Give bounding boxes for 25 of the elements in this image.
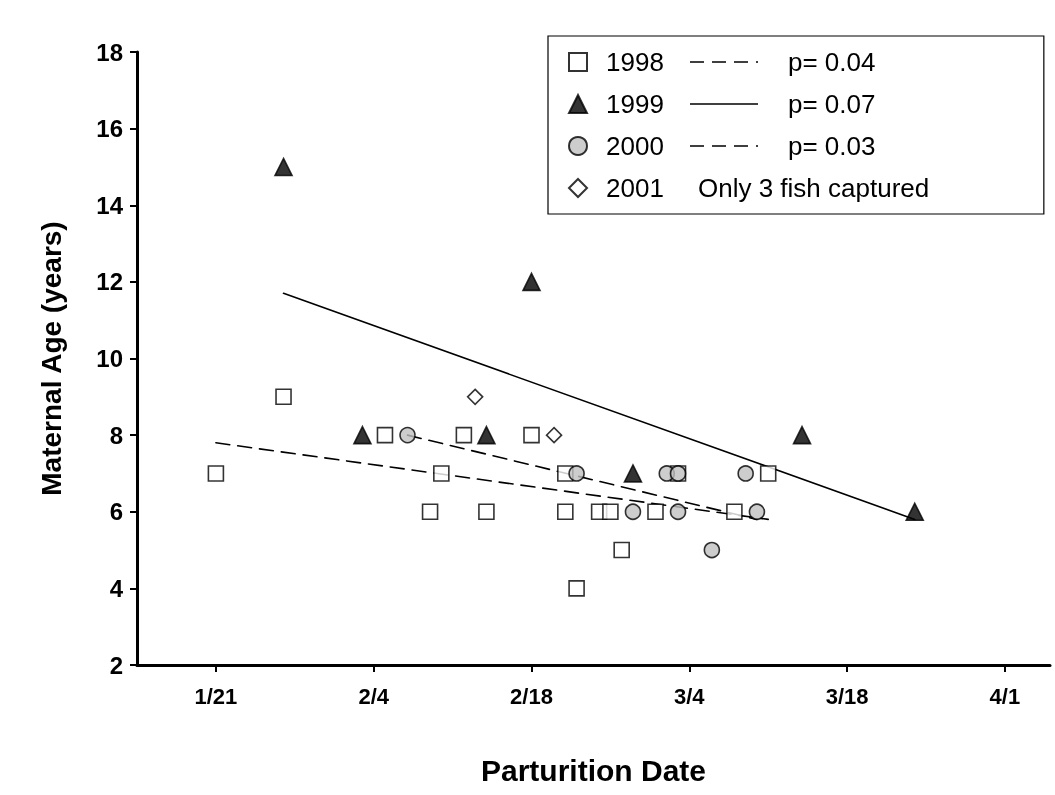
x-tick-label: 3/4 (674, 683, 706, 709)
y-tick-label: 18 (96, 38, 123, 66)
y-tick-label: 2 (109, 651, 123, 679)
x-axis-title: Parturition Date (480, 753, 707, 787)
x-tick-label: 3/18 (825, 683, 869, 709)
legend-label: 1999 (606, 89, 664, 119)
x-tick-label: 2/4 (358, 683, 390, 709)
x-tick-label: 2/18 (510, 683, 553, 709)
legend-label: 2001 (606, 173, 664, 203)
y-tick-label: 12 (96, 268, 123, 296)
legend-label: 1998 (606, 47, 664, 77)
y-tick-label: 16 (96, 115, 123, 143)
y-tick-label: 8 (109, 421, 123, 449)
annotation: p= 0.03 (788, 131, 876, 161)
annotation: p= 0.07 (788, 89, 876, 119)
y-tick-label: 10 (96, 345, 123, 372)
y-tick-label: 4 (109, 574, 124, 602)
annotation: Only 3 fish captured (698, 173, 930, 203)
y-tick-label: 14 (96, 191, 124, 219)
annotation: p= 0.04 (788, 47, 876, 77)
legend-label: 2000 (606, 131, 664, 161)
y-axis-title: Maternal Age (years) (35, 221, 67, 496)
x-tick-label: 1/21 (194, 683, 238, 709)
y-tick-label: 6 (109, 498, 123, 526)
x-tick-label: 4/1 (989, 683, 1021, 709)
